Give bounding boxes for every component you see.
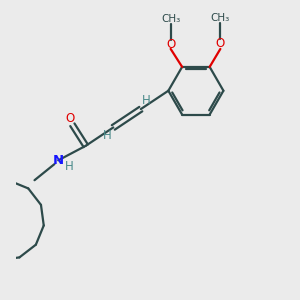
Text: O: O (166, 38, 175, 51)
Text: O: O (216, 38, 225, 50)
Text: CH₃: CH₃ (211, 13, 230, 23)
Text: H: H (142, 94, 151, 107)
Text: H: H (64, 160, 73, 172)
Text: CH₃: CH₃ (161, 14, 180, 24)
Text: N: N (53, 154, 64, 167)
Text: H: H (103, 129, 112, 142)
Text: O: O (66, 112, 75, 125)
